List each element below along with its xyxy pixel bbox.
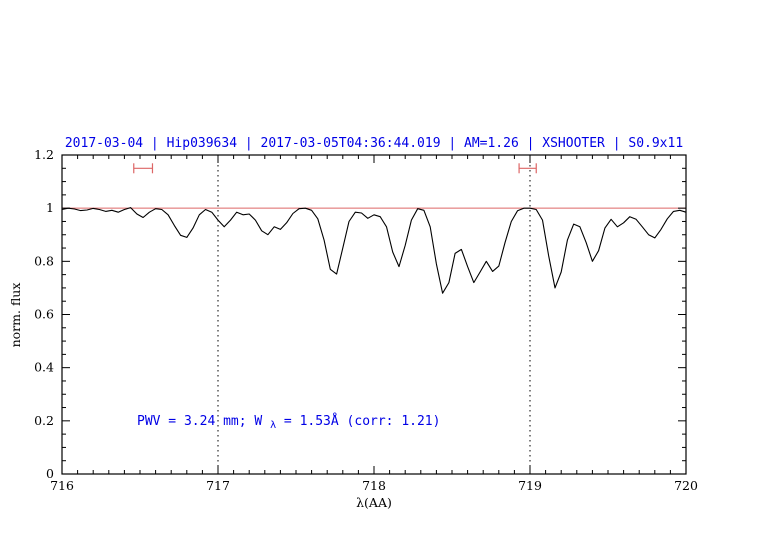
x-axis-label: λ(AA) xyxy=(356,495,392,510)
y-tick-label: 0 xyxy=(46,466,54,481)
x-tick-label: 719 xyxy=(518,478,542,493)
x-tick-label: 720 xyxy=(674,478,698,493)
pwv-annotation-suffix: = 1.53Å (corr: 1.21) xyxy=(284,413,441,429)
y-axis-label: norm. flux xyxy=(8,283,23,348)
pwv-annotation-prefix: PWV = 3.24 mm; W xyxy=(137,414,262,429)
x-tick-label: 718 xyxy=(362,478,386,493)
pwv-annotation-subscript: λ xyxy=(270,420,276,431)
y-tick-label: 0.2 xyxy=(34,413,54,428)
plot-generated-layer: 716 717 718 719 720 0 0.2 0.4 0.6 0.8 1 1.2 xyxy=(34,147,698,493)
y-tick-label: 1.2 xyxy=(34,147,54,162)
y-tick-label: 0.4 xyxy=(34,360,54,375)
x-tick-label: 716 xyxy=(50,478,74,493)
plot-frame xyxy=(61,154,687,475)
plot-title: 2017-03-04 | Hip039634 | 2017-03-05T04:3… xyxy=(65,136,683,151)
spectrum-line xyxy=(61,207,687,294)
y-tick-label: 0.8 xyxy=(34,253,54,268)
y-tick-label: 1 xyxy=(46,200,54,215)
y-tick-label: 0.6 xyxy=(34,307,54,322)
pwv-annotation: PWV = 3.24 mm; W λ = 1.53Å (corr: 1.21) xyxy=(137,413,440,432)
x-tick-label: 717 xyxy=(206,478,230,493)
